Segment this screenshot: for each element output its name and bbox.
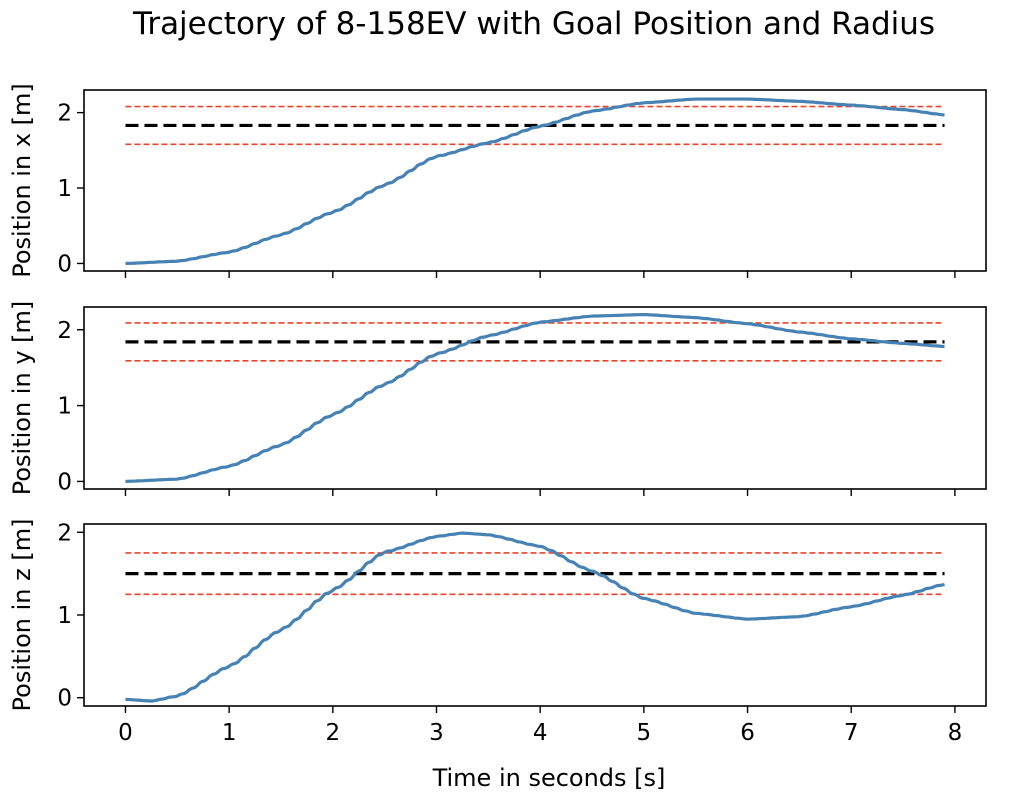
axes-frame bbox=[83, 306, 987, 490]
y-tick-label: 0 bbox=[57, 251, 72, 277]
x-axis-label: Time in seconds [s] bbox=[432, 764, 666, 792]
trajectory-line bbox=[125, 313, 945, 484]
y-tick-label: 1 bbox=[57, 603, 72, 629]
y-tick-label: 0 bbox=[57, 686, 72, 712]
x-tick-label: 2 bbox=[326, 720, 341, 746]
trajectory-line bbox=[125, 531, 945, 703]
y-tick-label: 1 bbox=[57, 176, 72, 202]
subplot-1: 0 1 2 Position in x [m] bbox=[8, 83, 987, 278]
x-tick-label: 4 bbox=[533, 720, 548, 746]
y-axis-label: Position in z [m] bbox=[8, 519, 36, 712]
x-tick-label: 8 bbox=[948, 720, 963, 746]
y-tick-label: 1 bbox=[57, 394, 72, 420]
x-tick-label: 5 bbox=[637, 720, 652, 746]
subplot-2: 0 1 2 Position in y [m] bbox=[8, 301, 987, 496]
y-axis-label: Position in y [m] bbox=[8, 301, 36, 496]
x-tick-label: 1 bbox=[222, 720, 237, 746]
y-axis-label: Position in x [m] bbox=[8, 83, 36, 278]
trajectory-line bbox=[125, 97, 945, 266]
x-tick-label: 0 bbox=[118, 720, 133, 746]
x-tick-label: 7 bbox=[844, 720, 859, 746]
axes-frame bbox=[83, 89, 987, 272]
y-tick-label: 2 bbox=[57, 520, 72, 546]
y-tick-label: 2 bbox=[57, 101, 72, 127]
x-tick-label: 6 bbox=[740, 720, 755, 746]
y-tick-label: 2 bbox=[57, 318, 72, 344]
subplots: 0 1 2 Position in x [m] 0 1 2 Position in y [m]… bbox=[8, 83, 987, 746]
x-tick-label: 3 bbox=[429, 720, 444, 746]
y-tick-label: 0 bbox=[57, 469, 72, 495]
subplot-3: 0 1 2 3 4 5 6 7 8 0 1 2 Position in z [m] bbox=[8, 519, 987, 746]
chart-title: Trajectory of 8-158EV with Goal Position… bbox=[132, 6, 935, 42]
